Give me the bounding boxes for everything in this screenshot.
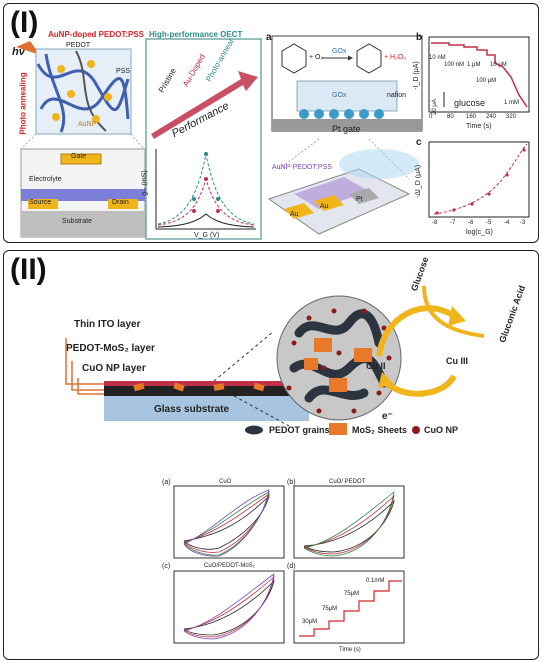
b-y-label: -I_D (μA)	[412, 61, 420, 90]
c-xtick-0: -8	[432, 220, 438, 226]
performance-plot	[145, 38, 262, 240]
b-ann-2: 1 μM	[467, 62, 481, 68]
substrate-label: Substrate	[62, 218, 92, 225]
subfig-c-label: c	[416, 137, 422, 148]
d-ann-1: 75μM	[322, 606, 338, 612]
subfig-a-label: a	[266, 32, 272, 43]
au-label-2: Au	[320, 203, 329, 210]
h2o2-label: + H₂O₂	[384, 54, 406, 61]
d-ann-3: 0.1mM	[366, 578, 385, 584]
b-xtick-3: 240	[486, 114, 497, 120]
mid-title: High-performance OECT	[149, 30, 243, 39]
au-label-1: Au	[290, 211, 299, 218]
subfig-b-label: b	[416, 32, 423, 43]
panel-two-label: (II)	[10, 253, 47, 286]
layer-ito-label: Thin ITO layer	[74, 319, 141, 330]
pss-label: PSS	[116, 68, 131, 75]
device-label: AuNP-PEDOT:PSS	[272, 164, 332, 171]
d-ann-0: 30μM	[302, 619, 318, 625]
panel-two: (II) Thin ITO layer PEDOT-MoS₂ layer CuO…	[3, 250, 539, 660]
d-ann-2: 75μM	[344, 591, 360, 597]
c-xtick-5: -3	[520, 220, 526, 226]
b-ann-5: 1 mM	[504, 100, 519, 106]
b-xtick-4: 320	[506, 114, 517, 120]
c-y-label: -ΔI_D (μA)	[415, 164, 423, 199]
cv-c-title: CuO/PEDOT-MoS₂	[204, 563, 256, 569]
layer-pedot-label: PEDOT-MoS₂ layer	[66, 343, 155, 354]
b-glucose-label: glucose	[454, 98, 486, 108]
cu2-label: Cu II	[366, 361, 386, 371]
aunp-schematic	[16, 41, 146, 238]
vg-axis-label: V_G (V)	[194, 232, 220, 239]
cv-chart-c	[173, 570, 285, 644]
gox-inner-label: GOx	[332, 92, 347, 99]
gm-axis-label: gₘ (mS)	[141, 170, 149, 196]
hv-label: hν	[12, 46, 25, 58]
b-ann-3: 10 μM	[490, 62, 507, 68]
c-xtick-3: -5	[486, 220, 492, 226]
b-ann-1: 100 nM	[444, 62, 465, 68]
cv-a-title: CuO	[219, 479, 232, 485]
magnified-circle	[276, 295, 402, 421]
cv-chart-a	[173, 485, 285, 559]
device-illustration	[267, 138, 419, 235]
legend-cuo-label: CuO NP	[424, 425, 459, 435]
legend-mos2-label: MoS₂ Sheets	[352, 425, 408, 435]
cu3-label: Cu III	[446, 356, 468, 366]
legend-pedot-icon	[245, 425, 263, 435]
cv-chart-b	[293, 485, 405, 559]
amperometry-chart-d	[293, 570, 405, 644]
pt-label: Pt	[356, 196, 363, 203]
legend-pedot-label: PEDOT grains	[269, 425, 330, 435]
panel-one: (I) AuNP-doped PEDOT:PSS High-performanc…	[3, 3, 539, 243]
drain-label: Drain	[112, 199, 129, 206]
cv-a-tag: (a)	[162, 479, 171, 486]
b-xtick-0: 0	[429, 114, 433, 120]
b-ann-4: 100 μM	[476, 78, 497, 84]
pt-gate-label: Pt gate	[332, 124, 361, 134]
aunp-label: AuNP	[78, 121, 97, 128]
d-tag: (d)	[287, 563, 296, 570]
legend-mos2-icon	[329, 423, 347, 435]
legend-cuo-icon	[412, 426, 420, 434]
cv-b-tag: (b)	[287, 479, 296, 486]
b-xtick-2: 160	[466, 114, 477, 120]
chart-b	[428, 36, 530, 113]
amperometry-trace	[299, 580, 402, 637]
layer-cuo-label: CuO NP layer	[82, 363, 146, 374]
c-xtick-4: -4	[504, 220, 510, 226]
gate-label: Gate	[71, 153, 87, 160]
gox-arrow-label: GOx	[332, 48, 347, 55]
c-x-label: log(c_G)	[466, 229, 493, 236]
d-x-label: Time (s)	[339, 647, 361, 653]
chart-b-trace	[431, 42, 528, 108]
b-xtick-1: 80	[447, 114, 454, 120]
b-x-label: Time (s)	[466, 123, 492, 130]
catalytic-cycle-arrows	[376, 285, 485, 397]
electrolyte-label: Electrolyte	[29, 176, 62, 183]
electron-label: e⁻	[382, 411, 393, 422]
glass-substrate-label: Glass substrate	[154, 404, 230, 415]
cv-c-tag: (c)	[162, 563, 171, 570]
c-xtick-2: -6	[468, 220, 474, 226]
glucose-reaction-diagram	[271, 35, 423, 132]
b-ann-0: 10 nM	[429, 55, 446, 61]
o2-label: + O₂	[309, 54, 324, 61]
c-xtick-1: -7	[450, 220, 456, 226]
chart-c	[428, 141, 530, 218]
b-scale-label: 20 μA	[431, 99, 438, 115]
nafion-label: nafion	[387, 92, 407, 99]
pedot-label: PEDOT	[66, 42, 91, 49]
layer-stack-diagram	[65, 330, 309, 427]
panel-one-label: (I)	[10, 6, 39, 39]
left-title: AuNP-doped PEDOT:PSS	[48, 30, 145, 39]
source-label: Source	[29, 199, 52, 206]
cv-b-title: CuO/ PEDOT	[329, 479, 366, 485]
